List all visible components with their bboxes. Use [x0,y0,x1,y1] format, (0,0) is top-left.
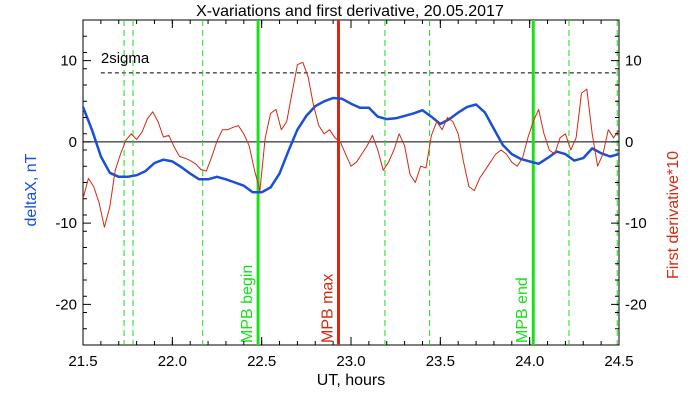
y-tick-label-left: 10 [60,53,77,70]
x-tick-label: 21.5 [68,353,97,370]
series-deltax-line [81,96,620,194]
x-tick-label: 23.5 [426,353,455,370]
y-tick-label-left: -20 [55,296,77,313]
x-axis-label: UT, hours [317,372,385,389]
series-derivative-line [82,61,620,228]
vertical-line-label-mpb-max: MPB max [319,274,336,343]
y-tick-label-left: 0 [69,134,77,151]
chart-title: X-variations and first derivative, 20.05… [196,3,504,20]
y-tick-label-right: 10 [625,53,642,70]
y-axis-label-left: deltaX, nT [23,153,40,226]
vertical-line-label-mpb-end: MPB end [514,277,531,343]
x-tick-label: 24.5 [604,353,633,370]
x-tick-label: 24.0 [515,353,544,370]
y-tick-label-right: -20 [625,296,647,313]
x-tick-label: 22.5 [247,353,276,370]
sigma-label: 2sigma [101,50,150,67]
y-tick-label-left: -10 [55,215,77,232]
x-tick-label: 22.0 [158,353,187,370]
y-tick-label-right: 0 [625,134,633,151]
y-axis-label-right: First derivative*10 [665,151,682,279]
x-tick-label: 23.0 [336,353,365,370]
y-tick-label-right: -10 [625,215,647,232]
vertical-line-label-mpb-begin: MPB begin [239,265,256,343]
